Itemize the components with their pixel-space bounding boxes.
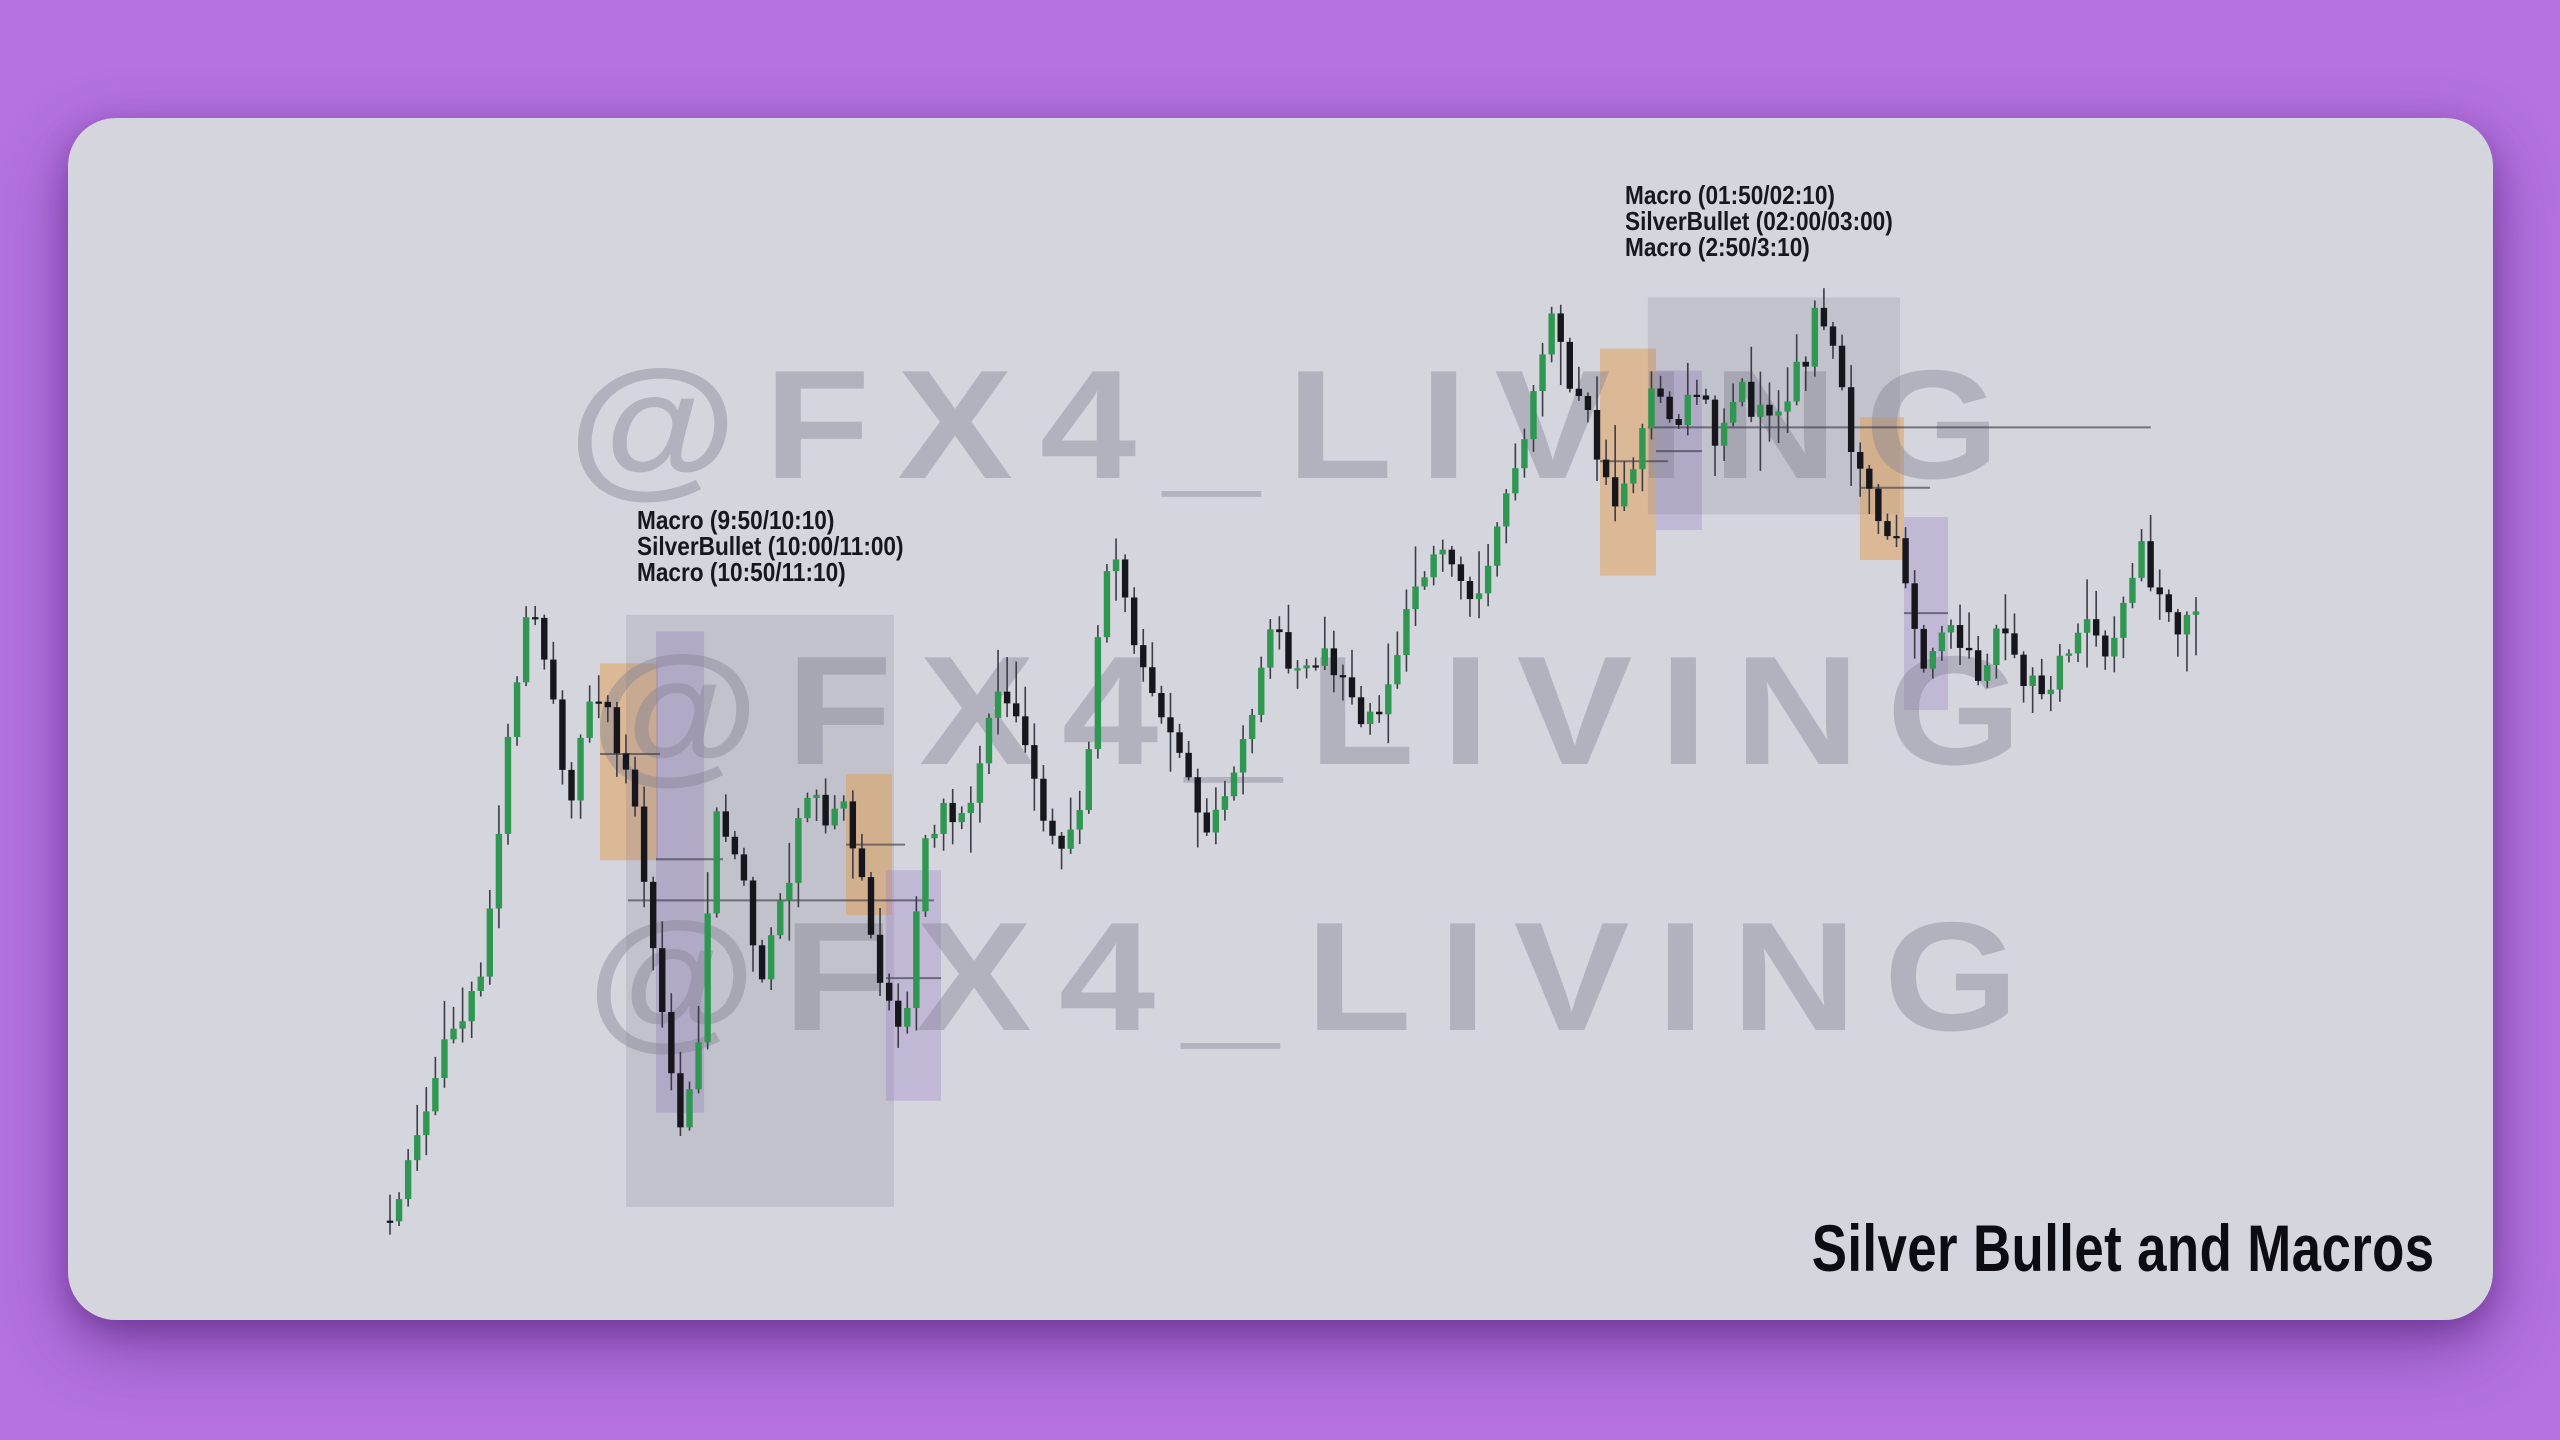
annotation-line: SilverBullet (02:00/03:00) (1625, 206, 1893, 236)
annotation-line: Macro (2:50/3:10) (1625, 232, 1810, 262)
chart-title: Silver Bullet and Macros (1812, 1211, 2435, 1285)
annotation-line: Macro (9:50/10:10) (637, 505, 835, 535)
macro-annotation-right: Macro (01:50/02:10) SilverBullet (02:00/… (1625, 182, 1893, 260)
annotation-line: SilverBullet (10:00/11:00) (637, 531, 904, 561)
annotation-line: Macro (10:50/11:10) (637, 557, 846, 587)
annotation-line: Macro (01:50/02:10) (1625, 180, 1835, 210)
macro-annotation-left: Macro (9:50/10:10) SilverBullet (10:00/1… (637, 507, 904, 585)
chart-card: @FX4_LIVING @FX4_LIVING @FX4_LIVING Macr… (68, 118, 2493, 1320)
candlestick-chart (386, 288, 2200, 1235)
